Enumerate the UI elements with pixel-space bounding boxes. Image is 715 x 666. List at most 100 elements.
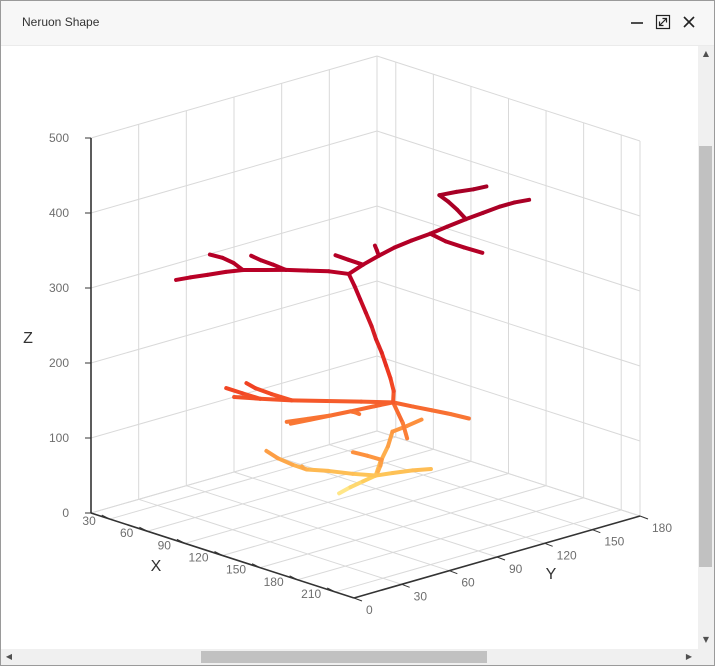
neuron-segment xyxy=(253,386,274,397)
neuron-segment xyxy=(220,255,236,265)
axis-layer xyxy=(90,138,641,599)
x-tick-mark xyxy=(326,587,336,593)
neuron-segment xyxy=(326,468,355,476)
left-wall-grid-line xyxy=(90,280,378,364)
x-tick-mark xyxy=(251,563,261,569)
neuron-segment xyxy=(428,224,450,236)
neuron-segment xyxy=(284,416,310,424)
neuron-segment xyxy=(443,239,467,250)
neuron-segment xyxy=(350,450,370,458)
neuron-segment xyxy=(390,468,415,475)
y-tick-label: 60 xyxy=(461,576,475,590)
scroll-down-arrow-icon[interactable]: ▼ xyxy=(702,635,710,644)
z-axis-title: Z xyxy=(23,330,33,347)
neuron-segment xyxy=(270,262,288,272)
scroll-left-arrow-icon[interactable]: ◀ xyxy=(5,652,13,661)
scroll-up-arrow-icon[interactable]: ▲ xyxy=(702,49,710,58)
y-tick-mark xyxy=(592,529,601,534)
neuron-segment xyxy=(346,271,357,288)
x-tick-mark xyxy=(289,575,298,581)
y-tick-label: 90 xyxy=(509,562,523,576)
x-tick-label: 180 xyxy=(264,575,284,589)
y-tick-label: 150 xyxy=(604,535,624,549)
neuron-segment xyxy=(224,386,245,396)
z-tick-label: 500 xyxy=(49,131,69,145)
neuron-segment xyxy=(455,207,468,222)
y-tick-mark xyxy=(353,597,363,602)
close-button[interactable] xyxy=(679,12,699,32)
neuron-segment xyxy=(352,283,363,302)
y-axis-title: Y xyxy=(546,566,557,583)
neuron-segment xyxy=(498,200,517,209)
back-wall-grid-line xyxy=(376,130,641,217)
neuron-segment xyxy=(328,409,353,418)
neuron-segment xyxy=(392,238,414,250)
neuron-segment xyxy=(369,324,378,342)
back-wall-grid-line xyxy=(376,430,641,517)
neuron-segment xyxy=(360,253,381,267)
neuron-segment xyxy=(363,310,374,329)
neuron-segment xyxy=(244,381,258,391)
x-tick-label: 90 xyxy=(158,538,172,552)
minimize-icon xyxy=(631,22,643,24)
vertical-scrollbar[interactable]: ▲ ▼ xyxy=(698,46,714,649)
y-tick-label: 180 xyxy=(652,521,672,535)
scrollbar-corner xyxy=(698,649,714,665)
x-tick-label: 120 xyxy=(188,551,208,565)
neuron-segment xyxy=(249,253,264,263)
y-tick-label: 120 xyxy=(557,548,577,562)
y-tick-label: 0 xyxy=(366,603,373,617)
neuron-segment xyxy=(391,400,415,409)
floor-grid-line xyxy=(186,485,450,572)
y-tick-mark xyxy=(544,542,553,547)
neuron-segment xyxy=(462,245,485,255)
left-wall-grid-line xyxy=(90,55,378,139)
neuron-segment xyxy=(428,231,448,244)
x-tick-label: 60 xyxy=(120,526,134,540)
chart-area[interactable]: 0 100 200 300 400 500 30 60 90 120 150 180 210 0 30 60 9… xyxy=(1,46,698,649)
scroll-right-arrow-icon[interactable]: ▶ xyxy=(685,652,693,661)
neuron-segment xyxy=(385,429,395,449)
back-wall-grid-line xyxy=(376,205,641,292)
x-tick-mark xyxy=(214,551,223,556)
neuron-segment xyxy=(305,413,333,421)
neuron-segment xyxy=(379,350,389,368)
neuron-segment xyxy=(512,197,532,205)
neuron-segment xyxy=(481,204,503,215)
horizontal-scroll-thumb[interactable] xyxy=(201,651,487,663)
tick-layer: 0 100 200 300 400 500 30 60 90 120 150 180 210 0 30 60 9… xyxy=(49,131,672,617)
neuron-segment xyxy=(391,400,405,425)
back-wall-grid-line xyxy=(376,55,641,142)
neuron-3d-chart[interactable]: 0 100 200 300 400 500 30 60 90 120 150 180 210 0 30 60 9… xyxy=(1,46,698,649)
title-bar[interactable]: Neruon Shape xyxy=(1,1,714,46)
neuron-segment xyxy=(264,448,280,461)
y-tick-label: 30 xyxy=(414,589,428,603)
neuron-segments xyxy=(174,184,532,496)
neuron-segment xyxy=(388,376,396,394)
neuron-segment xyxy=(305,268,331,274)
neuron-segment xyxy=(350,471,378,478)
horizontal-scrollbar[interactable]: ◀ ▶ xyxy=(1,649,698,665)
neuron-segment xyxy=(283,267,310,273)
maximize-button[interactable] xyxy=(653,12,673,32)
x-tick-mark xyxy=(176,538,186,544)
y-tick-mark xyxy=(639,515,649,520)
neuron-segment xyxy=(373,337,384,355)
minimize-button[interactable] xyxy=(627,12,647,32)
left-wall-grid-line xyxy=(90,130,378,214)
neuron-segment xyxy=(346,257,365,267)
neuron-segment xyxy=(404,417,424,428)
neuron-segment xyxy=(373,470,395,478)
neuron-segment xyxy=(358,297,368,315)
x-tick-label: 30 xyxy=(82,514,96,528)
vertical-scroll-thumb[interactable] xyxy=(699,146,712,567)
neuron-segment xyxy=(409,231,433,243)
neuron-segment xyxy=(376,245,397,258)
neuron-segment xyxy=(174,275,193,282)
z-tick-label: 400 xyxy=(49,206,69,220)
neuron-segment xyxy=(359,399,396,405)
neuron-segment xyxy=(269,392,294,403)
neuron-segment xyxy=(240,391,263,401)
x-tick-label: 210 xyxy=(301,587,321,601)
